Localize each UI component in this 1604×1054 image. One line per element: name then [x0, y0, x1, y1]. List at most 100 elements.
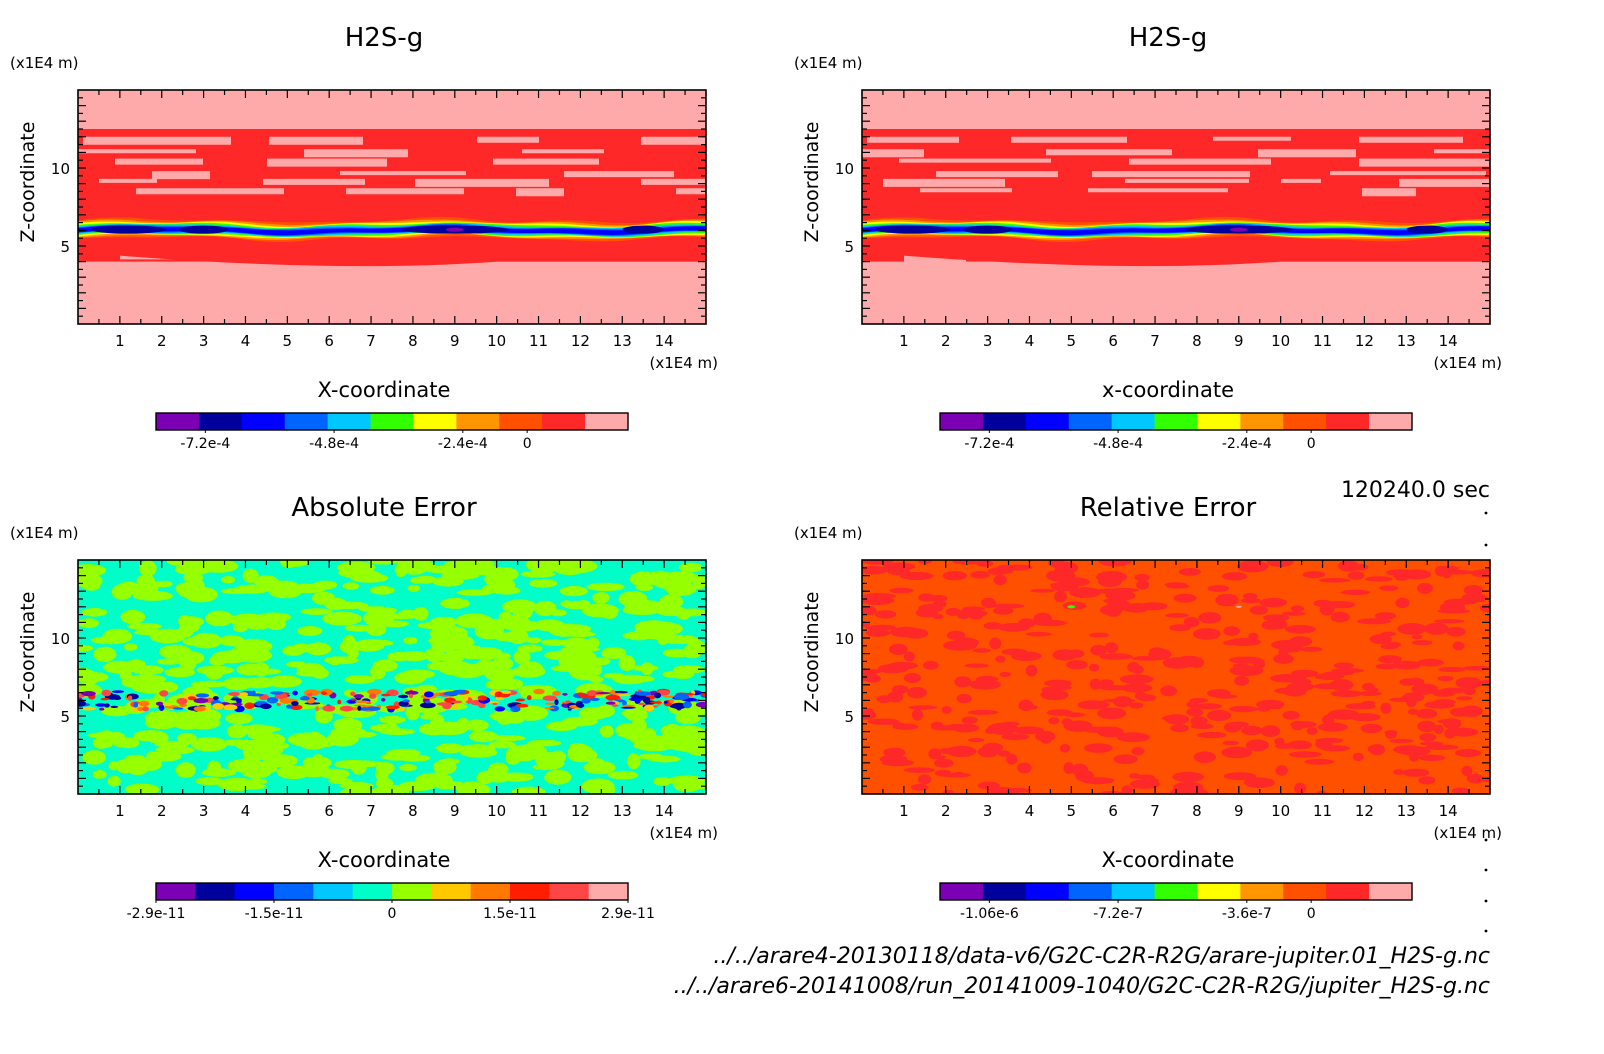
colorbar-swatch: [1111, 883, 1156, 900]
x-tick-label: 6: [1108, 802, 1118, 820]
noise-blob: [923, 660, 939, 670]
noise-band-blob: [701, 692, 706, 697]
noise-blob: [190, 680, 229, 688]
colorbar-swatch: [1154, 883, 1198, 900]
noise-blob: [398, 609, 418, 617]
noise-blob: [526, 637, 542, 644]
noise-blob: [954, 676, 972, 688]
noise-blob: [678, 608, 706, 617]
noise-band-blob: [350, 698, 358, 701]
noise-blob: [1166, 584, 1190, 589]
colorbar-swatch: [1326, 883, 1370, 900]
noise-blob: [586, 582, 625, 592]
noise-blob: [1105, 590, 1136, 601]
noise-band-blob: [436, 702, 452, 706]
noise-blob: [1000, 721, 1020, 726]
noise-blob: [1395, 576, 1409, 581]
colorbar-swatch: [940, 883, 984, 900]
noise-blob: [599, 725, 614, 738]
noise-blob: [328, 777, 353, 785]
noise-blob: [592, 780, 605, 789]
noise-blob: [1170, 787, 1189, 794]
noise-blob: [1269, 560, 1287, 565]
noise-blob: [558, 560, 598, 574]
colorbar-swatch: [1283, 883, 1327, 900]
noise-blob: [1098, 560, 1132, 567]
noise-blob: [899, 572, 934, 580]
colorbar-swatch: [284, 413, 329, 430]
y-unit-label: (x1E4 m): [10, 54, 79, 72]
noise-blob: [512, 744, 547, 758]
noise-blob: [1379, 585, 1399, 591]
noise-blob: [1397, 623, 1427, 635]
colorbar-swatch: [1111, 413, 1156, 430]
noise-blob: [426, 661, 454, 671]
x-axis-label: X-coordinate: [318, 378, 451, 402]
noise-blob: [380, 753, 414, 761]
colorbar-tick-label: 0: [388, 906, 397, 922]
noise-blob: [1304, 758, 1334, 765]
x-tick-label: 4: [241, 802, 251, 820]
noise-blob: [903, 651, 915, 662]
noise-blob: [1452, 641, 1465, 651]
noise-blob: [560, 646, 600, 653]
colorbar: -7.2e-4 -4.8e-4 -2.4e-4 0: [939, 412, 1413, 452]
noise-blob: [1317, 722, 1348, 732]
heatmap-field: [862, 560, 1490, 794]
noise-blob: [686, 743, 706, 757]
noise-band-blob: [111, 690, 125, 693]
colorbar-tick-label: -1.5e-11: [245, 906, 304, 922]
noise-blob: [903, 767, 936, 773]
noise-blob: [1470, 569, 1490, 578]
noise-blob: [586, 637, 600, 649]
heatmap-streak: [115, 158, 599, 167]
x-tick-label: 4: [241, 332, 251, 350]
colorbar-swatch: [982, 883, 1027, 900]
noise-blob: [1013, 726, 1044, 735]
noise-blob: [635, 583, 654, 592]
noise-blob: [82, 750, 106, 765]
noise-blob: [118, 737, 140, 749]
noise-blob: [874, 610, 897, 619]
chart-title: H2S-g: [345, 23, 423, 53]
noise-blob: [1059, 744, 1071, 753]
noise-blob: [123, 643, 138, 651]
noise-blob: [1089, 632, 1110, 638]
noise-blob: [230, 644, 258, 661]
x-tick-label: 7: [366, 332, 376, 350]
noise-band-blob: [533, 688, 545, 695]
noise-blob: [1136, 774, 1155, 780]
noise-blob: [653, 776, 672, 786]
noise-blob: [637, 753, 665, 760]
noise-band-blob: [355, 700, 370, 704]
x-tick-label: 9: [1234, 802, 1244, 820]
noise-band-blob: [187, 696, 196, 701]
noise-blob: [1040, 736, 1052, 744]
colorbar-swatch: [274, 883, 314, 900]
colorbar-swatch: [1068, 413, 1113, 430]
noise-blob: [1417, 658, 1444, 667]
x-tick-label: 10: [1271, 332, 1290, 350]
noise-blob: [1424, 622, 1449, 635]
noise-blob: [890, 626, 923, 638]
x-tick-label: 12: [1355, 332, 1374, 350]
noise-blob: [534, 600, 557, 617]
noise-blob: [1207, 689, 1231, 698]
x-tick-label: 13: [1397, 802, 1416, 820]
noise-blob: [1018, 704, 1038, 710]
chart-title: H2S-g: [1129, 23, 1207, 53]
x-tick-label: 7: [366, 802, 376, 820]
noise-blob: [225, 712, 253, 725]
noise-blob: [1369, 634, 1392, 645]
noise-blob: [903, 672, 921, 684]
noise-blob: [439, 634, 475, 650]
margin-dot: [1484, 838, 1488, 842]
noise-blob: [544, 769, 572, 785]
colorbar-swatch: [198, 413, 243, 430]
colorbar-tick-label: -2.4e-4: [438, 436, 488, 452]
heatmap-streak: [78, 149, 604, 158]
noise-blob: [107, 732, 126, 741]
noise-blob: [372, 659, 398, 672]
noise-blob: [1437, 675, 1454, 682]
y-tick-label: 10: [835, 630, 854, 648]
